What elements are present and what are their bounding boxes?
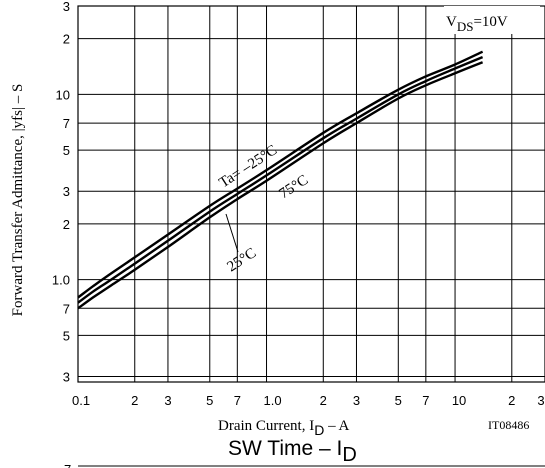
x-tick-label: 7 xyxy=(422,393,429,408)
y-tick-label: 7 xyxy=(63,116,70,131)
x-tick-label: 2 xyxy=(131,393,138,408)
y-tick-labels: 3 5 7 1.0 2 3 5 7 10 2 3 xyxy=(52,0,70,384)
grid xyxy=(77,5,545,382)
y-tick-label: 7 xyxy=(63,301,70,316)
x-tick-label: 1.0 xyxy=(263,393,281,408)
series-line-1 xyxy=(77,55,484,304)
y-tick-label: 3 xyxy=(63,369,70,384)
x-tick-label: 3 xyxy=(537,393,544,408)
x-tick-label: 5 xyxy=(395,393,402,408)
next-chart-partial-tick: 7 xyxy=(64,462,71,468)
y-tick-label: 3 xyxy=(63,0,70,14)
x-tick-label: 3 xyxy=(353,393,360,408)
y-tick-label: 2 xyxy=(63,32,70,47)
x-tick-label: 2 xyxy=(508,393,515,408)
y-tick-label: 1.0 xyxy=(52,273,70,288)
series-group xyxy=(77,50,484,310)
x-tick-label: 2 xyxy=(320,393,327,408)
figure-code: IT08486 xyxy=(488,418,529,432)
plot-frame xyxy=(77,5,545,383)
curve-label-75: 75°C xyxy=(276,172,311,202)
y-tick-label: 5 xyxy=(63,143,70,158)
x-axis-label: Drain Current, ID – A xyxy=(218,418,350,438)
series-line-0 xyxy=(77,50,484,299)
curve-label-25: 25°C xyxy=(224,245,259,275)
vds-annotation: VDS=10V xyxy=(446,14,508,34)
y-tick-label: 3 xyxy=(63,184,70,199)
curve-label-25-pointer xyxy=(225,213,239,253)
vds-annotation-box xyxy=(444,6,540,34)
y-tick-label: 10 xyxy=(56,87,70,102)
x-tick-label: 10 xyxy=(452,393,466,408)
x-tick-label: 0.1 xyxy=(72,393,90,408)
x-tick-label: 7 xyxy=(234,393,241,408)
y-tick-label: 5 xyxy=(63,328,70,343)
series-line-2 xyxy=(77,61,484,310)
x-tick-label: 5 xyxy=(206,393,213,408)
y-tick-label: 2 xyxy=(63,217,70,232)
x-tick-labels: 0.1 2 3 5 7 1.0 2 3 5 7 10 2 3 xyxy=(72,393,545,408)
y-axis-label: Forward Transfer Admittance, |yfs| – S xyxy=(10,84,26,317)
x-tick-label: 3 xyxy=(164,393,171,408)
next-chart-title: SW Time – ID xyxy=(228,437,357,466)
